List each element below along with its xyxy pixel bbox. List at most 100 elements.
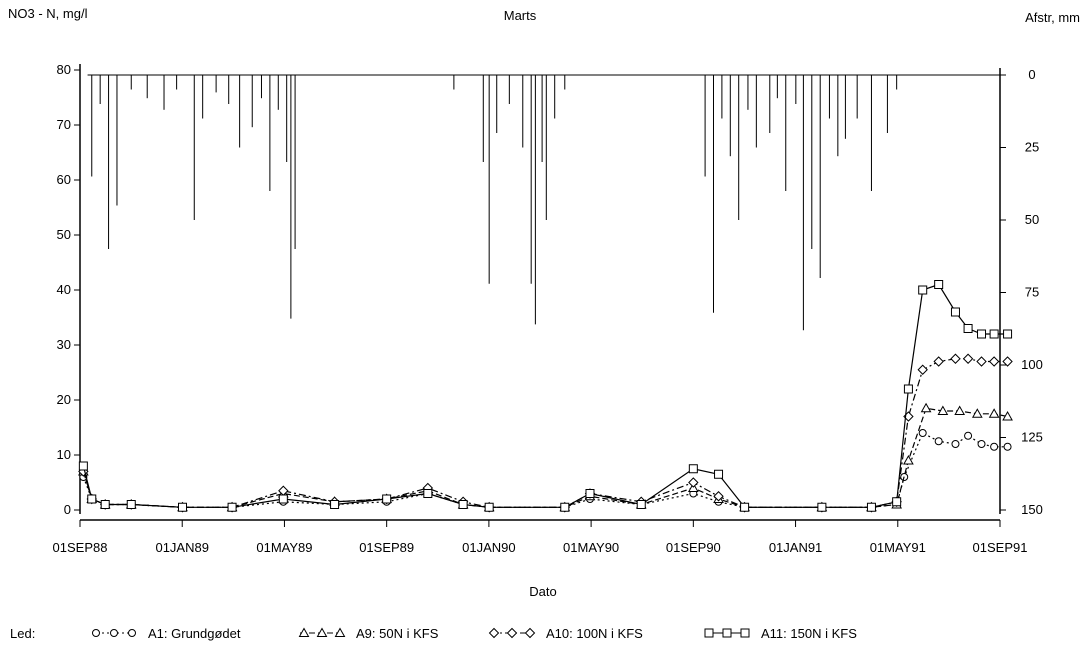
square-marker: [100, 500, 110, 509]
left-tick-label: 0: [64, 502, 71, 517]
circle-marker: [934, 437, 943, 446]
square-marker: [722, 628, 732, 638]
legend-entry: A11: 150N i KFS: [704, 626, 857, 641]
square-marker: [636, 500, 646, 509]
x-tick-label: 01JAN89: [155, 540, 208, 555]
circle-marker: [977, 440, 986, 448]
circle-marker: [110, 629, 118, 637]
series-line: [82, 432, 1008, 508]
square-marker: [950, 307, 960, 317]
right-tick-label: 150: [1021, 502, 1043, 517]
triangle-marker: [903, 454, 914, 465]
x-tick-label: 01JAN91: [769, 540, 822, 555]
diamond-marker: [524, 627, 536, 639]
x-tick-label: 01MAY89: [256, 540, 312, 555]
square-marker: [892, 497, 902, 507]
diamond-marker: [962, 353, 974, 364]
series-square: [78, 280, 1013, 512]
triangle-marker: [1002, 410, 1013, 421]
square-marker: [87, 494, 97, 504]
diamond-marker: [506, 627, 518, 639]
circle-marker: [964, 431, 973, 440]
square-marker: [977, 329, 987, 339]
right-tick-label: 125: [1021, 430, 1043, 445]
square-marker: [126, 500, 136, 509]
square-marker: [585, 489, 595, 498]
square-marker: [817, 502, 827, 512]
square-marker: [740, 502, 750, 512]
right-tick-label: 25: [1025, 140, 1039, 155]
square-marker: [918, 285, 928, 295]
series-line: [82, 283, 1008, 508]
chart-title: Marts: [504, 8, 537, 23]
x-tick-label: 01SEP88: [53, 540, 108, 555]
square-marker: [714, 469, 724, 479]
diamond-marker: [1002, 356, 1013, 367]
left-tick-label: 40: [57, 282, 71, 297]
left-axis-label: NO3 - N, mg/l: [8, 6, 88, 21]
legend-prefix: Led:: [10, 626, 35, 641]
square-marker: [227, 502, 237, 512]
diamond-marker: [976, 356, 987, 367]
diamond-marker: [950, 353, 961, 364]
triangle-marker: [988, 408, 1000, 418]
right-tick-label: 75: [1025, 285, 1039, 300]
square-marker: [458, 500, 468, 509]
right-axis-label: Afstr, mm: [1025, 10, 1080, 25]
circle-marker: [951, 440, 960, 448]
runoff-bars: [87, 74, 1000, 331]
square-marker: [704, 628, 714, 638]
legend-label: A10: 100N i KFS: [546, 626, 643, 641]
x-tick-label: 01MAY91: [870, 540, 926, 555]
square-marker: [740, 628, 750, 638]
circle-marker: [92, 629, 100, 637]
square-marker: [866, 502, 876, 512]
square-marker: [382, 494, 392, 504]
triangle-marker: [334, 627, 346, 637]
left-tick-label: 20: [57, 392, 71, 407]
square-marker: [560, 502, 570, 512]
series-line: [82, 407, 1008, 508]
diamond-marker: [917, 364, 928, 375]
square-marker: [903, 384, 913, 394]
square-marker: [1003, 329, 1013, 339]
x-tick-label: 01SEP89: [359, 540, 414, 555]
legend-label: A11: 150N i KFS: [761, 626, 857, 641]
axes: 0 10 20 30 40 50 60 70 80 0 25 50 75 100 125 150 01SEP88…: [53, 62, 1043, 555]
left-tick-label: 80: [57, 62, 71, 77]
series-circle: [79, 429, 1012, 512]
legend: Led: A1: Grundgødet A9: 50N i KFS A10: 100…: [10, 626, 857, 641]
legend-label: A9: 50N i KFS: [356, 626, 439, 641]
x-axis-label: Dato: [529, 584, 556, 599]
left-tick-label: 70: [57, 117, 71, 132]
square-marker: [934, 280, 944, 289]
triangle-marker: [920, 402, 932, 413]
legend-label: A1: Grundgødet: [148, 626, 241, 641]
series-triangle: [78, 402, 1013, 512]
nitrate-series: [78, 280, 1013, 513]
chart-text: NO3 - N, mg/l Marts Afstr, mm Dato: [8, 6, 1080, 599]
square-marker: [989, 329, 999, 339]
square-marker: [423, 489, 433, 498]
right-tick-label: 50: [1025, 212, 1039, 227]
square-marker: [484, 502, 494, 512]
square-marker: [178, 502, 188, 512]
circle-marker: [918, 429, 927, 437]
left-tick-label: 10: [57, 447, 71, 462]
triangle-marker: [971, 408, 983, 418]
x-tick-label: 01SEP90: [666, 540, 721, 555]
triangle-marker: [937, 405, 949, 415]
square-marker: [278, 494, 288, 504]
circle-marker: [990, 442, 999, 451]
right-tick-label: 0: [1028, 67, 1035, 82]
diamond-marker: [713, 491, 724, 502]
legend-entry: A1: Grundgødet: [92, 626, 241, 641]
triangle-marker: [316, 627, 328, 637]
triangle-marker: [954, 405, 966, 415]
square-marker: [963, 324, 973, 333]
x-tick-label: 01MAY90: [563, 540, 619, 555]
diamond-marker: [688, 477, 699, 488]
square-marker: [688, 464, 698, 474]
right-tick-label: 100: [1021, 357, 1043, 372]
